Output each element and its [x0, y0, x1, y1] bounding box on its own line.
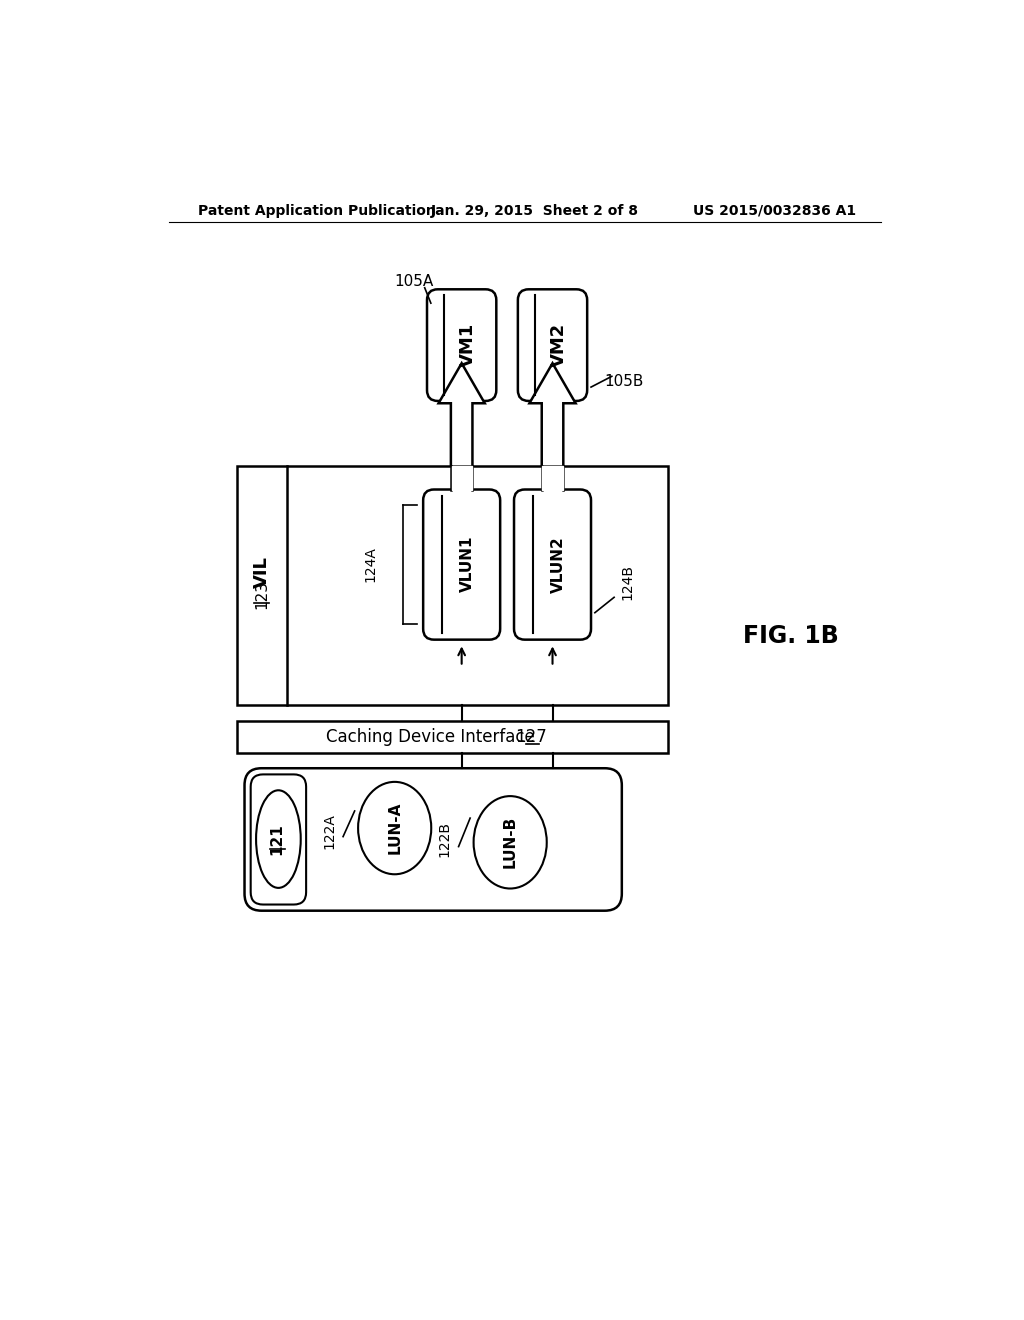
Text: 124A: 124A [364, 546, 378, 582]
FancyBboxPatch shape [514, 490, 591, 640]
Text: Caching Device Interface: Caching Device Interface [327, 727, 541, 746]
Ellipse shape [358, 781, 431, 874]
Text: VM2: VM2 [550, 322, 567, 367]
Text: Jan. 29, 2015  Sheet 2 of 8: Jan. 29, 2015 Sheet 2 of 8 [431, 203, 639, 218]
Text: 122A: 122A [323, 813, 336, 849]
Text: VM1: VM1 [459, 322, 477, 367]
Text: LUN-B: LUN-B [503, 816, 518, 869]
FancyBboxPatch shape [427, 289, 497, 401]
Bar [543, 466, 562, 490]
Text: 127: 127 [515, 727, 547, 746]
Ellipse shape [473, 796, 547, 888]
Text: VLUN2: VLUN2 [551, 536, 566, 593]
Text: 121: 121 [269, 824, 285, 855]
Bar [452, 466, 472, 490]
Text: 122B: 122B [437, 821, 452, 858]
Text: FIG. 1B: FIG. 1B [742, 624, 839, 648]
FancyBboxPatch shape [251, 775, 306, 904]
Bar [237, 466, 668, 705]
Text: LUN-A: LUN-A [387, 801, 402, 854]
Text: Patent Application Publication: Patent Application Publication [199, 203, 436, 218]
FancyBboxPatch shape [245, 768, 622, 911]
Text: US 2015/0032836 A1: US 2015/0032836 A1 [692, 203, 856, 218]
Bar [451, 480, 472, 483]
Bar [237, 721, 668, 752]
FancyBboxPatch shape [518, 289, 587, 401]
Polygon shape [529, 363, 575, 482]
Ellipse shape [256, 791, 301, 888]
Text: 124B: 124B [621, 564, 634, 599]
Text: 105B: 105B [604, 374, 644, 389]
Text: 123: 123 [254, 581, 269, 610]
Text: VLUN1: VLUN1 [461, 536, 475, 593]
FancyBboxPatch shape [423, 490, 500, 640]
Text: 105A: 105A [394, 275, 433, 289]
Bar [542, 480, 563, 483]
Text: VIL: VIL [253, 556, 270, 587]
Polygon shape [438, 363, 484, 482]
